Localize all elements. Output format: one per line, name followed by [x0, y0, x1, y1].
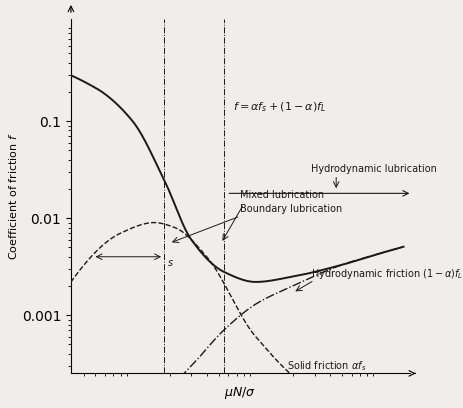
Text: $f = \alpha f_s + (1 - \alpha) f_L$: $f = \alpha f_s + (1 - \alpha) f_L$ [232, 100, 325, 114]
Text: $s$: $s$ [166, 258, 173, 268]
Y-axis label: Coefficient of friction $f$: Coefficient of friction $f$ [7, 133, 19, 260]
Text: Mixed lubrication: Mixed lubrication [240, 190, 324, 200]
Text: Hydrodynamic friction $(1 - \alpha)f_L$: Hydrodynamic friction $(1 - \alpha)f_L$ [310, 266, 462, 281]
X-axis label: $\mu N/\sigma$: $\mu N/\sigma$ [224, 385, 256, 401]
Text: Boundary lubrication: Boundary lubrication [240, 204, 342, 214]
Text: Solid friction $\alpha f_s$: Solid friction $\alpha f_s$ [287, 359, 366, 373]
Text: Hydrodynamic lubrication: Hydrodynamic lubrication [310, 164, 436, 174]
